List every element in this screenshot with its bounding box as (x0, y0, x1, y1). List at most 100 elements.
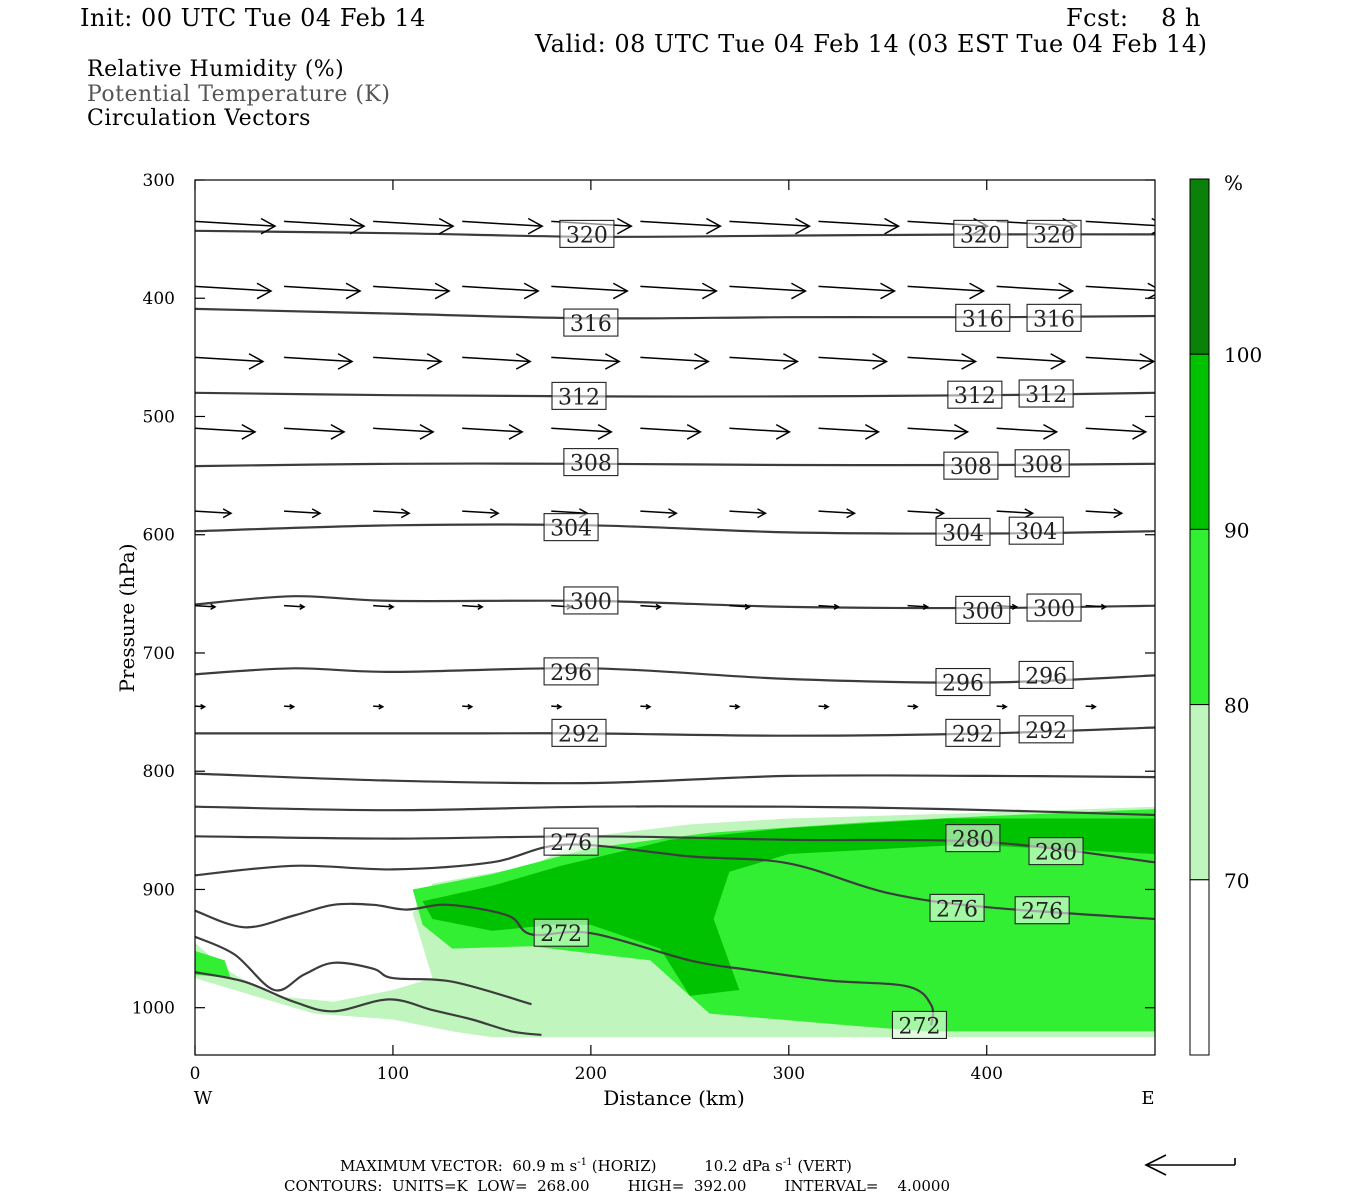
y-tick-label-600: 600 (143, 526, 175, 546)
contour-label-280-1: 280 (1028, 837, 1084, 866)
vector-arrow-6-6 (729, 703, 741, 710)
svg-text:280: 280 (1035, 841, 1077, 866)
theta-contour-320 (195, 229, 1155, 238)
vector-arrow-0-3 (462, 217, 544, 235)
y-tick-label-300: 300 (143, 171, 175, 191)
x-end-label-west: W (194, 1088, 213, 1109)
vector-arrow-4-9 (996, 508, 1035, 519)
contour-label-276-0: 276 (543, 827, 599, 856)
svg-text:292: 292 (952, 722, 994, 747)
contour-label-292-0: 292 (551, 718, 607, 747)
rh-region-80-90-1 (195, 950, 231, 979)
vector-arrow-3-4 (551, 423, 613, 440)
svg-text:304: 304 (550, 517, 592, 542)
svg-text:272: 272 (540, 922, 582, 947)
reference-vector (1144, 1154, 1236, 1176)
vector-arrow-6-1 (284, 703, 296, 710)
vector-arrow-3-5 (640, 423, 702, 440)
contour-label-304-0: 304 (543, 513, 599, 542)
vert-exponent: -1 (782, 1157, 793, 1168)
vector-arrow-5-0 (195, 603, 217, 610)
vector-arrow-4-5 (640, 508, 678, 519)
contour-label-272-0: 272 (533, 918, 589, 947)
valid-time: Valid: 08 UTC Tue 04 Feb 14 (03 EST Tue … (535, 30, 1208, 58)
max-vector-line: MAXIMUM VECTOR: 60.9 m s-1 (HORIZ) 10.2 … (340, 1157, 852, 1175)
theta-contour-296 (195, 667, 1155, 684)
forecast-hour: Fcst: 8 h (1066, 4, 1202, 32)
x-tick-label-300: 300 (773, 1064, 805, 1084)
theta-contour-272 (195, 902, 935, 1026)
colorbar-segment-2 (1189, 528, 1210, 706)
svg-text:300: 300 (962, 599, 1004, 624)
svg-text:296: 296 (1025, 664, 1067, 689)
svg-text:272: 272 (898, 1014, 940, 1039)
svg-text:292: 292 (558, 722, 600, 747)
vector-arrow-0-10 (1085, 217, 1155, 235)
svg-text:280: 280 (952, 828, 994, 853)
contour-label-280-0: 280 (945, 824, 1001, 853)
vector-arrow-6-7 (818, 703, 830, 710)
svg-text:312: 312 (954, 384, 996, 409)
contour-label-312-2: 312 (1018, 379, 1074, 408)
theta-contour-312 (195, 391, 1155, 398)
y-tick-label-900: 900 (143, 880, 175, 900)
contour-label-308-1: 308 (943, 451, 999, 480)
vector-arrow-6-5 (640, 703, 652, 710)
svg-text:308: 308 (950, 455, 992, 480)
vector-arrow-1-1 (284, 282, 362, 300)
contour-label-300-1: 300 (955, 595, 1011, 624)
theta-contour-284 (195, 805, 1155, 817)
vector-arrow-0-0 (195, 217, 277, 235)
y-axis-label: Pressure (hPa) (115, 544, 139, 693)
vector-arrow-5-2 (373, 603, 395, 610)
svg-text:312: 312 (558, 385, 600, 410)
svg-text:292: 292 (1025, 719, 1067, 744)
axis-layer: 300 400 500 600 700 800 900 1000 0 100 200 300 400 (132, 171, 1155, 1084)
colorbar-unit: % (1224, 171, 1243, 195)
rh-fill-layer (195, 806, 1155, 1038)
vector-arrow-4-3 (462, 508, 500, 519)
x-tick-label-100: 100 (377, 1064, 409, 1084)
colorbar-segment-4 (1189, 879, 1210, 1056)
vector-arrow-6-0 (195, 703, 207, 710)
y-tick-label-500: 500 (143, 407, 175, 427)
theta-contour-292 (195, 726, 1155, 737)
contour-label-304-2: 304 (1008, 516, 1064, 545)
svg-text:320: 320 (566, 223, 608, 248)
max-vector-horiz-unit: (HORIZ) (591, 1157, 657, 1175)
vector-arrow-3-9 (996, 423, 1059, 440)
vector-arrow-1-4 (551, 282, 629, 300)
svg-text:308: 308 (570, 452, 612, 477)
svg-text:320: 320 (1033, 223, 1075, 248)
plot-frame (194, 179, 1156, 1056)
svg-text:300: 300 (570, 590, 612, 615)
theta-contour-268 (195, 935, 532, 1006)
vector-arrow-5-1 (284, 603, 306, 610)
vector-arrow-2-0 (195, 353, 265, 370)
colorbar-label-90: 90 (1224, 518, 1249, 542)
legend-circulation-vectors: Circulation Vectors (87, 106, 311, 131)
contour-label-312-0: 312 (551, 381, 607, 410)
vector-layer (195, 217, 1155, 710)
svg-text:296: 296 (550, 661, 592, 686)
vector-arrow-4-6 (729, 508, 767, 519)
x-tick-label-0: 0 (190, 1064, 201, 1084)
rh-region-90-100-3 (422, 818, 1155, 996)
contour-label-296-1: 296 (935, 667, 991, 697)
vector-arrow-1-2 (373, 282, 451, 300)
contour-label-308-2: 308 (1014, 449, 1070, 478)
colorbar-label-80: 80 (1224, 694, 1249, 718)
vector-arrow-0-5 (640, 217, 722, 235)
init-time: Init: 00 UTC Tue 04 Feb 14 (80, 4, 426, 32)
x-axis-label: Distance (km) (603, 1086, 745, 1110)
vector-arrow-3-2 (373, 423, 435, 440)
contour-label-300-2: 300 (1026, 593, 1082, 622)
x-end-label-east: E (1141, 1088, 1154, 1109)
vector-arrow-3-0 (195, 423, 257, 440)
vector-arrow-2-8 (907, 353, 978, 370)
vector-arrow-2-9 (996, 353, 1067, 370)
max-vector-label: MAXIMUM VECTOR: (340, 1157, 503, 1175)
max-vector-vert-unit: (VERT) (797, 1157, 852, 1175)
contour-label-272-1: 272 (891, 1010, 948, 1039)
contour-label-320-0: 320 (559, 219, 615, 248)
